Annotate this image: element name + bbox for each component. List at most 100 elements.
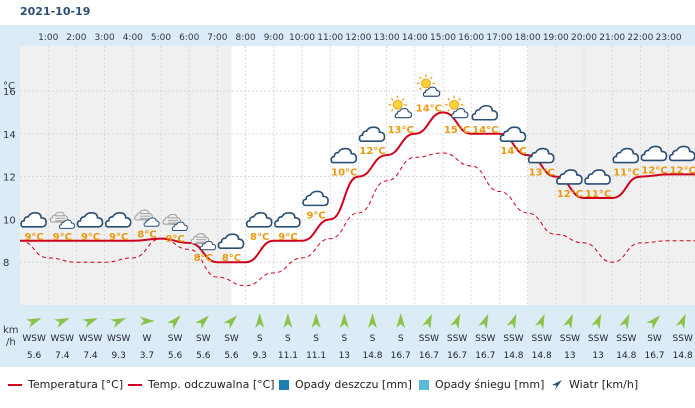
wind-arrow-shape [368, 313, 377, 328]
wind-arrow-icon [675, 313, 686, 330]
fog-icon [134, 209, 160, 227]
wind-direction-label: S [313, 334, 319, 344]
wind-direction-label: SW [224, 334, 239, 344]
sun-ray [458, 97, 461, 101]
hour-label: 20:00 [571, 33, 597, 43]
sun-disc [420, 78, 431, 89]
wind-direction-label: SSW [588, 334, 608, 344]
wind-arrow-icon [195, 315, 209, 330]
wind-speed-label: 16.7 [419, 351, 439, 361]
wind-arrow-icon [552, 379, 562, 390]
hour-label: 3:00 [94, 33, 114, 43]
wind-direction-label: W [142, 334, 151, 344]
cloud-shape [274, 211, 301, 228]
temperature-label: 14°C [416, 103, 442, 114]
cloud-icon [20, 211, 47, 228]
wind-arrow-shape [450, 313, 461, 330]
legend-swatch-snow [419, 379, 429, 390]
wind-speed-label: 16.7 [475, 351, 495, 361]
wind-arrow-shape [25, 317, 42, 328]
cloud-shape [471, 104, 499, 121]
wind-direction-label: S [370, 334, 376, 344]
temperature-label: 8°C [222, 253, 241, 264]
hour-label: 5:00 [151, 33, 171, 43]
legend-label-feels-like: Temp. odczuwalna [°C] [148, 378, 275, 391]
wind-arrow-shape [110, 317, 127, 328]
wind-arrow-shape [166, 315, 181, 330]
wind-arrow-icon [506, 313, 517, 330]
forecast-chart: 1:00 2:00 3:00 4:00 5:00 6:00 7:00 8:00 9:00 10:0… [0, 25, 695, 367]
hour-label: 9:00 [264, 33, 284, 43]
cloud-shape [245, 211, 273, 228]
wind-arrow-icon [283, 313, 293, 328]
hour-label: 23:00 [656, 33, 682, 43]
partly-sunny-icon [445, 95, 469, 119]
wind-speed-label: 16.7 [391, 351, 411, 361]
hour-label: 10:00 [289, 33, 315, 43]
legend-swatch-feels-like [128, 383, 142, 386]
partly-cloud [422, 86, 441, 97]
wind-speed-label: 5.6 [168, 351, 183, 361]
hour-label: 8:00 [235, 33, 255, 43]
temperature-label: 9°C [24, 232, 43, 243]
wind-direction-label: SSW [673, 334, 693, 344]
wind-arrow-shape [563, 313, 573, 330]
temperature-label: 15°C [444, 125, 470, 136]
cloud-icon [245, 211, 273, 228]
wind-speed-label: 5.6 [196, 351, 211, 361]
y-axis-band [0, 25, 20, 305]
hour-label: 6:00 [179, 33, 199, 43]
fog-cloud-back [162, 213, 181, 225]
cloud-icon [217, 233, 245, 249]
cloud-icon [76, 211, 104, 228]
cloud-shape [190, 233, 210, 244]
wind-direction-label: WSW [22, 334, 46, 344]
wind-direction-label: SSW [560, 334, 580, 344]
wind-arrow-shape [54, 317, 70, 328]
cloud-icon [640, 145, 668, 162]
wind-arrow-shape [506, 313, 517, 330]
cloud-shape [302, 190, 329, 207]
wind-arrow-icon [619, 313, 630, 330]
wind-speed-label: 7.4 [83, 351, 98, 361]
temperature-label: 14°C [500, 146, 526, 157]
cloud-shape [143, 217, 160, 227]
night-shading [20, 46, 232, 305]
wind-arrow-shape [646, 315, 661, 330]
temperature-label: 9°C [306, 210, 325, 221]
wind-speed-label: 13 [592, 351, 603, 361]
wind-direction-label: S [285, 334, 291, 344]
legend-item-snow: Opady śniegu [mm] [419, 378, 544, 391]
sun-ray [401, 97, 405, 101]
temperature-label: 8°C [194, 253, 213, 264]
wind-direction-label: WSW [51, 334, 75, 344]
wind-direction-label: SSW [503, 334, 523, 344]
hour-label: 11:00 [317, 33, 343, 43]
wind-speed-label: 14.8 [532, 351, 552, 361]
cloud-shape [422, 86, 441, 97]
sun-disc [449, 99, 460, 110]
cloud-shape [612, 147, 640, 164]
wind-arrow-shape [339, 313, 349, 328]
wind-speed-label: 14.8 [673, 351, 693, 361]
wind-arrow-shape [675, 313, 686, 330]
sun-ray [419, 87, 422, 91]
fog-icon [190, 233, 216, 251]
wind-speed-label: 11.1 [278, 351, 298, 361]
temperature-label: 12°C [359, 146, 385, 157]
legend-swatch-temperature [8, 383, 22, 386]
legend-item-temperature: Temperatura [°C] [8, 378, 123, 391]
legend-label-snow: Opady śniegu [mm] [435, 378, 545, 391]
wind-speed-label: 13 [339, 351, 350, 361]
cloud-shape [104, 211, 132, 228]
temperature-label: 9°C [278, 232, 297, 243]
wind-arrow-icon [591, 313, 602, 330]
temperature-label: 8°C [137, 230, 156, 241]
hour-label: 22:00 [627, 33, 653, 43]
wind-arrow-icon [139, 316, 155, 326]
cloud-shape [527, 147, 555, 164]
wind-band [0, 305, 695, 367]
wind-speed-label: 11.1 [306, 351, 326, 361]
temperature-label: 10°C [331, 168, 357, 179]
fog-cloud-back [190, 233, 210, 244]
